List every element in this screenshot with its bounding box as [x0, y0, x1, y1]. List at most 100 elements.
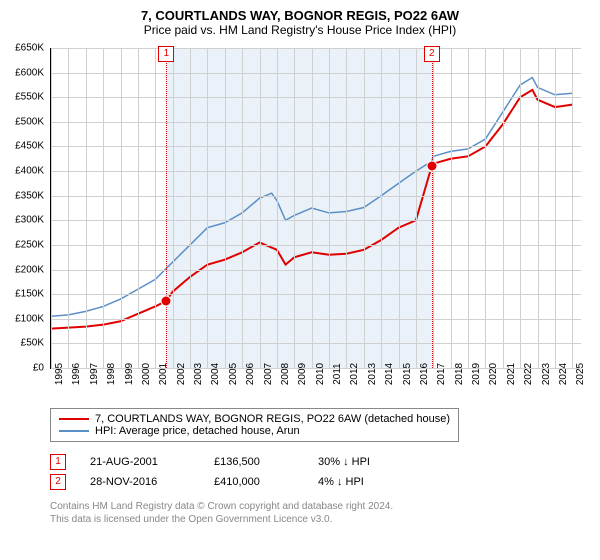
x-tick-label: 2011: [332, 363, 343, 385]
x-tick-label: 1998: [106, 363, 117, 385]
gridline-x: [346, 48, 347, 368]
y-tick-label: £250K: [0, 239, 44, 250]
gridline-x: [555, 48, 556, 368]
footnote-line1: Contains HM Land Registry data © Crown c…: [50, 500, 393, 513]
gridline-x: [312, 48, 313, 368]
legend-row-red: 7, COURTLANDS WAY, BOGNOR REGIS, PO22 6A…: [59, 413, 450, 425]
x-tick-label: 2008: [280, 363, 291, 385]
chart-subtitle: Price paid vs. HM Land Registry's House …: [0, 23, 600, 43]
x-tick-label: 2001: [158, 363, 169, 385]
x-tick-label: 1997: [89, 363, 100, 385]
x-tick-label: 2005: [228, 363, 239, 385]
gridline-y: [51, 48, 581, 49]
legend-row-blue: HPI: Average price, detached house, Arun: [59, 425, 450, 437]
gridline-x: [485, 48, 486, 368]
plot-svg: [51, 48, 581, 368]
plot-area: [50, 48, 581, 369]
x-tick-label: 2003: [193, 363, 204, 385]
gridline-y: [51, 196, 581, 197]
legend-line-red: [59, 418, 89, 420]
x-tick-label: 2024: [558, 363, 569, 385]
y-tick-label: £550K: [0, 92, 44, 103]
marker-line: [432, 48, 433, 368]
x-tick-label: 2023: [541, 363, 552, 385]
gridline-x: [277, 48, 278, 368]
gridline-y: [51, 319, 581, 320]
gridline-x: [121, 48, 122, 368]
sales-table: 1 21-AUG-2001 £136,500 30% ↓ HPI 228-NOV-201…: [50, 454, 370, 494]
x-tick-label: 2017: [436, 363, 447, 385]
gridline-x: [572, 48, 573, 368]
x-tick-label: 2025: [575, 363, 586, 385]
legend-label-blue: HPI: Average price, detached house, Arun: [95, 425, 300, 437]
gridline-x: [190, 48, 191, 368]
y-tick-label: £300K: [0, 215, 44, 226]
gridline-y: [51, 270, 581, 271]
x-tick-label: 2007: [263, 363, 274, 385]
x-tick-label: 2010: [315, 363, 326, 385]
marker-box: 2: [424, 46, 440, 62]
x-tick-label: 2019: [471, 363, 482, 385]
y-tick-label: £200K: [0, 264, 44, 275]
x-tick-label: 2000: [141, 363, 152, 385]
gridline-x: [468, 48, 469, 368]
y-tick-label: £150K: [0, 289, 44, 300]
gridline-x: [294, 48, 295, 368]
gridline-x: [86, 48, 87, 368]
y-tick-label: £50K: [0, 338, 44, 349]
y-tick-label: £350K: [0, 190, 44, 201]
x-tick-label: 2009: [297, 363, 308, 385]
x-tick-label: 2015: [402, 363, 413, 385]
sale-row: 228-NOV-2016£410,0004% ↓ HPI: [50, 474, 370, 490]
gridline-x: [173, 48, 174, 368]
sale-price: £136,500: [214, 456, 294, 468]
sale-num: 1: [50, 454, 66, 470]
x-tick-label: 1995: [54, 363, 65, 385]
gridline-x: [416, 48, 417, 368]
footnote-line2: This data is licensed under the Open Gov…: [50, 513, 393, 526]
y-tick-label: £600K: [0, 67, 44, 78]
gridline-x: [364, 48, 365, 368]
gridline-x: [207, 48, 208, 368]
gridline-x: [68, 48, 69, 368]
gridline-x: [520, 48, 521, 368]
marker-box: 1: [158, 46, 174, 62]
gridline-x: [51, 48, 52, 368]
y-tick-label: £100K: [0, 313, 44, 324]
sale-diff: 30% ↓ HPI: [318, 456, 370, 468]
gridline-y: [51, 245, 581, 246]
gridline-y: [51, 122, 581, 123]
gridline-x: [381, 48, 382, 368]
y-tick-label: £650K: [0, 43, 44, 54]
gridline-y: [51, 343, 581, 344]
chart-title: 7, COURTLANDS WAY, BOGNOR REGIS, PO22 6A…: [0, 0, 600, 23]
x-tick-label: 2002: [176, 363, 187, 385]
y-tick-label: £0: [0, 363, 44, 374]
y-tick-label: £450K: [0, 141, 44, 152]
x-tick-label: 2013: [367, 363, 378, 385]
x-tick-label: 1999: [124, 363, 135, 385]
x-tick-label: 2016: [419, 363, 430, 385]
gridline-y: [51, 294, 581, 295]
gridline-x: [399, 48, 400, 368]
gridline-x: [242, 48, 243, 368]
gridline-x: [451, 48, 452, 368]
sale-date: 21-AUG-2001: [90, 456, 190, 468]
legend-line-blue: [59, 430, 89, 432]
gridline-y: [51, 171, 581, 172]
gridline-x: [329, 48, 330, 368]
gridline-x: [225, 48, 226, 368]
gridline-x: [433, 48, 434, 368]
x-tick-label: 2022: [523, 363, 534, 385]
y-tick-label: £400K: [0, 166, 44, 177]
sale-diff: 4% ↓ HPI: [318, 476, 364, 488]
footnote: Contains HM Land Registry data © Crown c…: [50, 500, 393, 526]
x-tick-label: 2004: [210, 363, 221, 385]
marker-line: [166, 48, 167, 368]
gridline-x: [260, 48, 261, 368]
gridline-y: [51, 73, 581, 74]
x-tick-label: 2006: [245, 363, 256, 385]
sale-dot: [161, 295, 172, 306]
gridline-x: [503, 48, 504, 368]
x-tick-label: 2012: [349, 363, 360, 385]
